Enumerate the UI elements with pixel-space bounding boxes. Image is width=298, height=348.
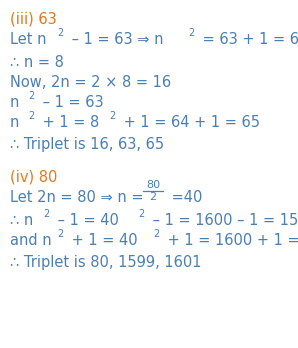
Text: ∴ n: ∴ n (10, 213, 33, 228)
Text: 2: 2 (188, 28, 194, 38)
Text: 2: 2 (28, 111, 34, 121)
Text: n: n (10, 115, 19, 130)
Text: Now, 2n = 2 × 8 = 16: Now, 2n = 2 × 8 = 16 (10, 75, 171, 90)
Text: =40: =40 (167, 190, 202, 205)
Text: 2: 2 (149, 192, 156, 202)
Text: + 1 = 1600 + 1 = 1601: + 1 = 1600 + 1 = 1601 (163, 233, 298, 248)
Text: 2: 2 (28, 91, 34, 101)
Text: 2: 2 (109, 111, 115, 121)
Text: + 1 = 64 + 1 = 65: + 1 = 64 + 1 = 65 (119, 115, 260, 130)
Text: Let n: Let n (10, 32, 46, 47)
Text: – 1 = 63 ⇒ n: – 1 = 63 ⇒ n (67, 32, 164, 47)
Text: – 1 = 1600 – 1 = 1599: – 1 = 1600 – 1 = 1599 (148, 213, 298, 228)
Text: – 1 = 40: – 1 = 40 (53, 213, 119, 228)
Text: 2: 2 (57, 28, 63, 38)
Text: 80: 80 (146, 180, 160, 190)
Text: ∴ Triplet is 16, 63, 65: ∴ Triplet is 16, 63, 65 (10, 137, 164, 152)
Text: + 1 = 8: + 1 = 8 (38, 115, 99, 130)
Text: 2: 2 (138, 209, 144, 219)
Text: (iii) 63: (iii) 63 (10, 12, 57, 27)
Text: Let 2n = 80 ⇒ n =: Let 2n = 80 ⇒ n = (10, 190, 148, 205)
Text: ∴ Triplet is 80, 1599, 1601: ∴ Triplet is 80, 1599, 1601 (10, 255, 201, 270)
Text: = 63 + 1 = 64 = (8): = 63 + 1 = 64 = (8) (198, 32, 298, 47)
Text: – 1 = 63: – 1 = 63 (38, 95, 104, 110)
Text: + 1 = 40: + 1 = 40 (67, 233, 138, 248)
Text: n: n (10, 95, 19, 110)
Text: (iv) 80: (iv) 80 (10, 170, 58, 185)
Text: 2: 2 (153, 229, 159, 239)
Text: and n: and n (10, 233, 52, 248)
Text: 2: 2 (43, 209, 49, 219)
Text: 2: 2 (57, 229, 63, 239)
Text: ∴ n = 8: ∴ n = 8 (10, 55, 64, 70)
